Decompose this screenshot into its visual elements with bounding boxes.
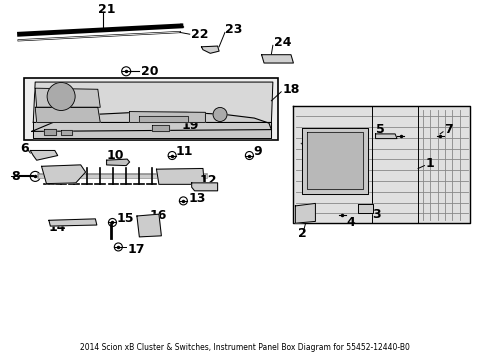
Polygon shape (261, 55, 293, 63)
Text: 4: 4 (346, 216, 354, 229)
Text: 8: 8 (11, 170, 20, 183)
Polygon shape (151, 125, 168, 131)
Polygon shape (357, 204, 372, 213)
Polygon shape (30, 150, 58, 160)
FancyBboxPatch shape (24, 78, 277, 140)
Polygon shape (306, 132, 362, 189)
Text: 9: 9 (253, 145, 262, 158)
Text: 13: 13 (188, 192, 205, 204)
Text: 14: 14 (49, 221, 66, 234)
Text: 23: 23 (224, 23, 242, 36)
Text: 19: 19 (182, 119, 199, 132)
Polygon shape (191, 183, 217, 191)
Text: 24: 24 (273, 36, 291, 49)
Text: 21: 21 (98, 3, 115, 15)
Polygon shape (302, 128, 367, 194)
Polygon shape (201, 46, 219, 53)
Polygon shape (44, 129, 56, 135)
Circle shape (213, 108, 226, 121)
Text: 22: 22 (190, 28, 208, 41)
Text: 5: 5 (375, 123, 384, 136)
Polygon shape (49, 219, 97, 226)
Text: 12: 12 (199, 174, 217, 187)
Polygon shape (41, 165, 85, 184)
Text: 15: 15 (116, 212, 134, 225)
Text: 2014 Scion xB Cluster & Switches, Instrument Panel Box Diagram for 55452-12440-B: 2014 Scion xB Cluster & Switches, Instru… (80, 343, 408, 352)
Polygon shape (33, 122, 271, 138)
Text: 1: 1 (425, 157, 433, 170)
Text: 18: 18 (282, 83, 300, 96)
Polygon shape (61, 130, 72, 135)
Polygon shape (35, 107, 100, 122)
Polygon shape (375, 134, 396, 139)
Text: 16: 16 (149, 209, 166, 222)
Polygon shape (32, 112, 271, 131)
Polygon shape (33, 82, 272, 122)
Text: 2: 2 (298, 227, 306, 240)
Text: 10: 10 (106, 149, 124, 162)
Polygon shape (156, 168, 204, 184)
Text: 7: 7 (443, 123, 452, 136)
Polygon shape (137, 214, 161, 237)
Polygon shape (106, 159, 129, 166)
Polygon shape (129, 112, 205, 122)
Text: 11: 11 (176, 145, 193, 158)
Polygon shape (139, 116, 188, 122)
Polygon shape (295, 203, 315, 223)
Circle shape (47, 82, 75, 111)
Polygon shape (35, 88, 100, 107)
Text: 17: 17 (127, 243, 144, 256)
Text: 6: 6 (20, 142, 29, 155)
Polygon shape (293, 106, 469, 223)
Text: 3: 3 (372, 208, 381, 221)
Text: 25: 25 (302, 135, 319, 148)
Text: 20: 20 (141, 65, 158, 78)
